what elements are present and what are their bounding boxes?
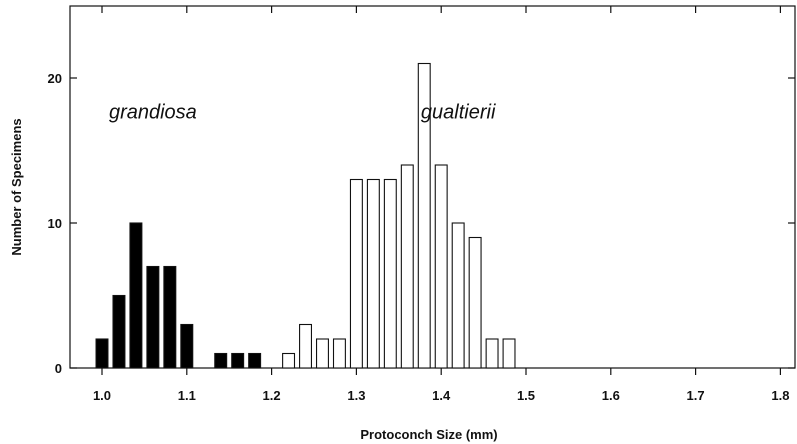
- series-gualtierii: [282, 62, 516, 369]
- bar: [485, 338, 499, 369]
- bar: [502, 338, 516, 369]
- bar: [315, 338, 329, 369]
- x-tick-label: 1.2: [263, 388, 281, 403]
- plot-border: [69, 5, 796, 369]
- x-tick-label: 1.5: [517, 388, 535, 403]
- y-tick-label: 0: [55, 361, 62, 376]
- x-tick-label: 1.4: [432, 388, 451, 403]
- bar: [417, 62, 431, 369]
- bar: [95, 338, 109, 369]
- x-tick-label: 1.1: [178, 388, 196, 403]
- bar: [180, 323, 194, 369]
- y-axis-title: Number of Specimens: [9, 118, 24, 255]
- bars: [95, 62, 516, 369]
- bar: [214, 352, 228, 369]
- x-axis-title: Protoconch Size (mm): [360, 427, 497, 442]
- x-tick-label: 1.0: [93, 388, 111, 403]
- annotations: grandiosa gualtierii: [109, 102, 496, 124]
- bar: [434, 164, 448, 369]
- bar: [349, 178, 363, 369]
- bar: [383, 178, 397, 369]
- bar: [451, 222, 465, 369]
- y-tick-label: 10: [48, 216, 62, 231]
- bar: [163, 265, 177, 369]
- bar: [468, 236, 482, 369]
- x-tick-label: 1.8: [771, 388, 789, 403]
- x-tick-label: 1.7: [687, 388, 705, 403]
- bar: [332, 338, 346, 369]
- series-grandiosa: [95, 222, 262, 369]
- bar: [129, 222, 143, 369]
- bar: [146, 265, 160, 369]
- species-label: gualtierii: [421, 102, 496, 124]
- y-tick-label: 20: [48, 71, 62, 86]
- bar: [366, 178, 380, 369]
- x-tick-label: 1.6: [602, 388, 620, 403]
- species-label: grandiosa: [109, 102, 197, 124]
- x-axis-ticks: 1.0 1.1 1.2 1.3 1.4 1.5 1.6 1.7 1.8: [93, 6, 789, 403]
- bar: [112, 294, 126, 369]
- bar: [248, 352, 262, 369]
- plot-frame: [69, 5, 796, 369]
- bar: [299, 323, 313, 369]
- bar: [282, 352, 296, 369]
- y-axis-ticks: 0 10 20: [48, 71, 795, 376]
- bar: [400, 164, 414, 369]
- x-tick-label: 1.3: [347, 388, 365, 403]
- bar: [231, 352, 245, 369]
